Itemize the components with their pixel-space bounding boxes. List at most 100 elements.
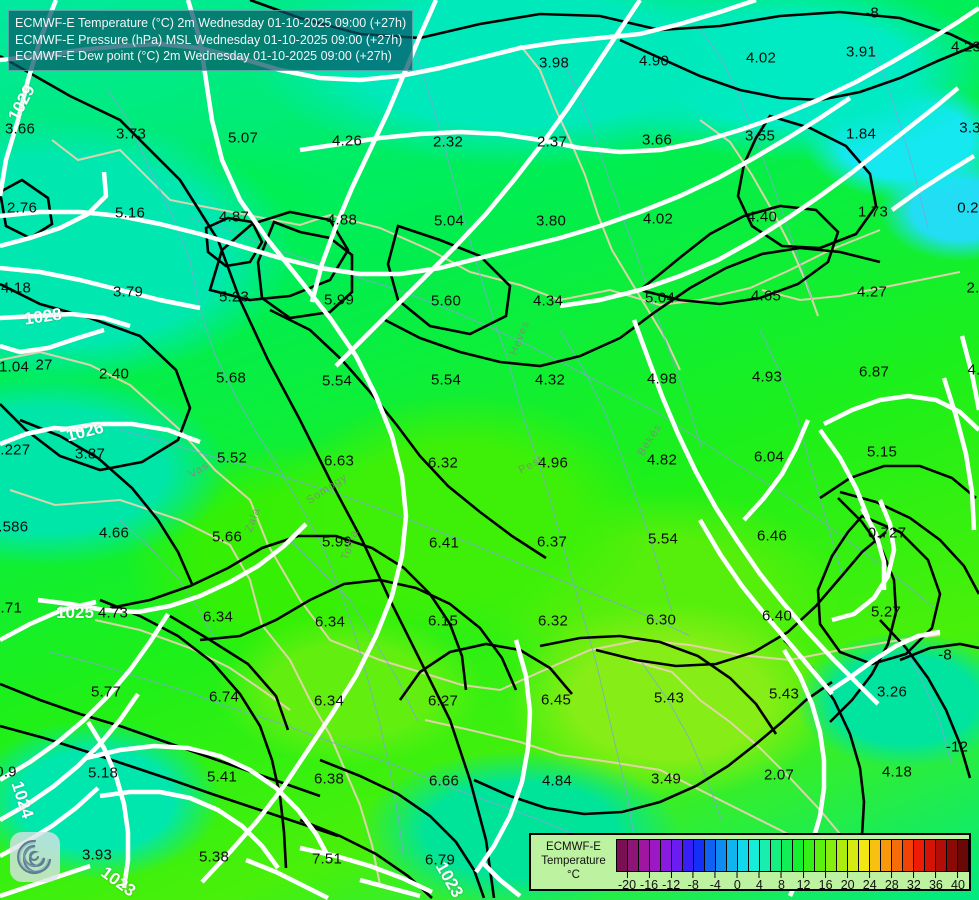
colorbar-tick-label: 12 [796, 878, 811, 892]
colorbar-swatch [771, 840, 782, 871]
temperature-value: 0.2 [957, 199, 979, 217]
colorbar-swatch [694, 840, 705, 871]
temperature-value: 3.91 [846, 43, 876, 61]
colorbar-legend: ECMWF-E Temperature °C -20 -16 -12 -8 -4 0 4 8 1… [529, 833, 971, 892]
temperature-value: 3.49 [651, 770, 681, 788]
temperature-value: 4.26 [332, 132, 362, 150]
temperature-value: 0.227 [0, 441, 31, 459]
colorbar-tick-mark [758, 872, 760, 878]
colorbar-swatch [672, 840, 683, 871]
temperature-value: 5.52 [217, 449, 247, 467]
colorbar-ticks: -20 -16 -12 -8 -4 0 4 8 12 16 20 24 28 32 36 40 [616, 872, 969, 892]
temperature-value: 0.586 [0, 518, 29, 536]
temperature-value: 5.99 [322, 533, 352, 551]
colorbar-tick-label: -12 [662, 878, 681, 892]
colorbar-swatch [958, 840, 968, 871]
colorbar-swatch [727, 840, 738, 871]
temperature-value: 6.87 [859, 363, 889, 381]
colorbar-swatch [705, 840, 716, 871]
temperature-value: 5.16 [115, 204, 145, 222]
colorbar-tick: 36 [929, 872, 943, 892]
colorbar-tick: 32 [907, 872, 921, 892]
temperature-value: 5.66 [212, 528, 242, 546]
temperature-value: 5.54 [322, 372, 352, 390]
temperature-value: 2.40 [99, 365, 129, 383]
legend-source: ECMWF-E [546, 841, 601, 853]
colorbar-tick: 8 [778, 872, 785, 892]
colorbar-tick-mark [692, 872, 694, 878]
temperature-value: 6.45 [541, 691, 571, 709]
temperature-value: 6.79 [425, 851, 455, 869]
temperature-value: 6.15 [428, 612, 458, 630]
temperature-value: 2.07 [764, 766, 794, 784]
colorbar-swatch [804, 840, 815, 871]
colorbar-tick-mark [780, 872, 782, 878]
temperature-value: 3.73 [116, 125, 146, 143]
colorbar-tick-label: -20 [617, 878, 637, 892]
temperature-value: 3.93 [82, 846, 112, 864]
temperature-value: 5.43 [769, 685, 799, 703]
colorbar-tick: -4 [710, 872, 721, 892]
temperature-value: 1.84 [846, 125, 876, 143]
colorbar-tick-mark [670, 872, 672, 878]
temperature-value: 6.27 [428, 692, 458, 710]
temperature-value: 4.66 [99, 524, 129, 542]
colorbar-tick: 20 [841, 872, 855, 892]
colorbar-tick: 40 [951, 872, 965, 892]
temperature-value: 4.65 [751, 287, 781, 305]
colorbar-tick-label: 36 [928, 878, 943, 892]
temperature-value: 3.98 [539, 54, 569, 72]
colorbar-swatch [628, 840, 639, 871]
colorbar-swatch [870, 840, 881, 871]
temperature-value: 6.63 [324, 452, 354, 470]
colorbar-tick-mark [957, 872, 959, 878]
temperature-value: 4.98 [647, 370, 677, 388]
temperature-value: 3.79 [113, 283, 143, 301]
temperature-value: 4.73 [98, 604, 128, 622]
temperature-value: 5.04 [434, 212, 464, 230]
colorbar-swatch [661, 840, 672, 871]
colorbar-swatch [848, 840, 859, 871]
isobar-label: 1025 [56, 603, 94, 622]
temperature-value: 3.66 [642, 131, 672, 149]
colorbar-swatch [837, 840, 848, 871]
title-line-dewpoint: ECMWF-E Dew point (°C) 2m Wednesday 01-1… [15, 49, 392, 63]
temperature-value: 7.51 [312, 850, 342, 868]
dewpoint-label: -8 [938, 646, 952, 664]
legend-unit: °C [567, 869, 580, 881]
colorbar-tick-mark [935, 872, 937, 878]
temperature-value: 6.32 [428, 454, 458, 472]
rivers [49, 27, 953, 881]
colorbar-tick: 16 [819, 872, 833, 892]
colorbar-tick-mark [825, 872, 827, 878]
temperature-value: 4.96 [538, 454, 568, 472]
colorbar-swatch [903, 840, 914, 871]
colorbar-swatches [616, 839, 969, 872]
temperature-value: 6.32 [538, 612, 568, 630]
colorbar-swatch [826, 840, 837, 871]
temperature-value: 4.93 [752, 368, 782, 386]
colorbar-tick-label: 40 [951, 878, 965, 892]
temperature-value: 5.04 [645, 289, 675, 307]
colorbar-tick-label: 0 [733, 878, 741, 892]
temperature-value: 2.32 [433, 133, 463, 151]
colorbar-tick-label: 24 [862, 878, 877, 892]
temperature-value: 6.34 [203, 608, 233, 626]
colorbar-tick: 24 [863, 872, 877, 892]
temperature-value: 5.77 [91, 683, 121, 701]
logo-watermark [10, 832, 60, 882]
temperature-value: 2.76 [7, 199, 37, 217]
temperature-value: 27 [35, 356, 53, 374]
admin-borders [0, 44, 961, 886]
colorbar-swatch [782, 840, 793, 871]
temperature-value: 4.02 [746, 49, 776, 67]
legend-parameter: Temperature [541, 855, 606, 867]
colorbar-tick-mark [714, 872, 716, 878]
temperature-value: 4.32 [535, 371, 565, 389]
temperature-value: 6.34 [314, 692, 344, 710]
colorbar-tick-mark [803, 872, 805, 878]
temperature-value: 4.40 [747, 208, 777, 226]
temperature-value: 6.34 [315, 613, 345, 631]
temperature-value: 4.23 [951, 38, 979, 56]
